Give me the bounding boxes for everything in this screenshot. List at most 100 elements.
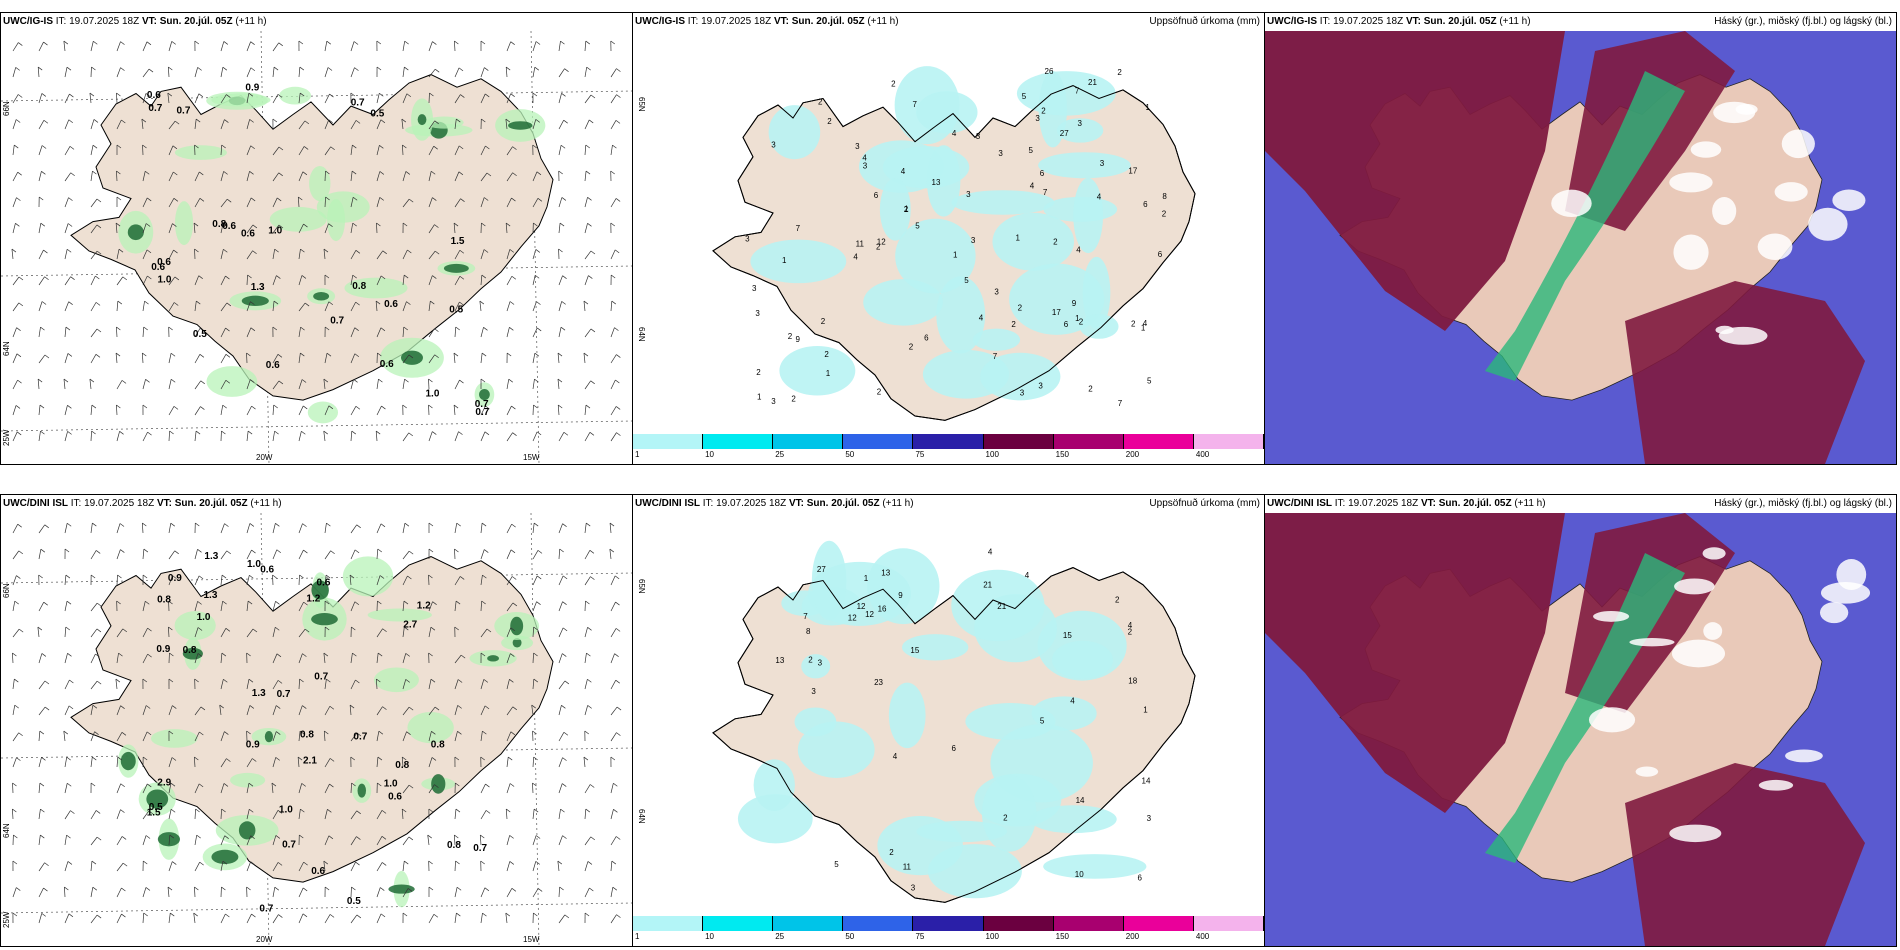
precip-rate-label: 0.5 bbox=[149, 802, 163, 813]
accum-precip-label: 1 bbox=[1145, 103, 1150, 112]
colorbar-tick: 50 bbox=[845, 450, 855, 459]
panel-header: UWC/IG-IS IT: 19.07.2025 18Z VT: Sun. 20… bbox=[1265, 13, 1896, 31]
accum-precip-label: 3 bbox=[998, 149, 1003, 158]
lat-label: 65N bbox=[637, 97, 646, 112]
vt-label: VT: bbox=[788, 498, 804, 509]
valid-time: Sun. 20.júl. 05Z bbox=[1423, 16, 1497, 27]
it-label: IT: bbox=[702, 498, 714, 509]
accum-precip-label: 7 bbox=[1043, 188, 1048, 197]
colorbar-swatch bbox=[633, 434, 704, 449]
accum-precip-label: 2 bbox=[1088, 385, 1093, 394]
lon-label: 15W bbox=[523, 453, 540, 462]
accum-precip-label: 2 bbox=[891, 79, 896, 88]
colorbar-swatch bbox=[1123, 434, 1194, 449]
colorbar-tick: 1 bbox=[635, 450, 640, 459]
accum-precip-label: 4 bbox=[1070, 697, 1075, 706]
accum-precip-label: 1 bbox=[904, 204, 909, 213]
colorbar-tick: 400 bbox=[1195, 932, 1210, 941]
accum-precip-label: 6 bbox=[1143, 200, 1148, 209]
lat-label: 25W bbox=[2, 911, 11, 928]
accum-precip-label: 3 bbox=[911, 884, 916, 893]
vt-label: VT: bbox=[1405, 16, 1421, 27]
accum-precip-label: 1 bbox=[757, 392, 762, 401]
precip-rate-label: 0.7 bbox=[475, 407, 489, 418]
valid-time: Sun. 20.júl. 05Z bbox=[1438, 498, 1512, 509]
precip-rate-label: 0.7 bbox=[314, 671, 328, 682]
colorbar-swatch bbox=[1123, 916, 1194, 931]
accum-precip-label: 4 bbox=[893, 752, 898, 761]
precip-rate-label: 0.6 bbox=[157, 257, 171, 268]
colorbar-tick: 10 bbox=[705, 932, 715, 941]
accum-precip-label: 4 bbox=[952, 129, 957, 138]
precip-rate-label: 1.0 bbox=[279, 805, 293, 816]
vt-label: VT: bbox=[156, 498, 172, 509]
map-precip-rate: 1.2 0.9 0.7 0.7 0.7 2.9 0.7 1.3 1.3 1.0 2.7 2.1 0.7 1… bbox=[1, 513, 632, 946]
accum-precip-label: 3 bbox=[1147, 814, 1152, 823]
precip-rate-label: 2.1 bbox=[303, 756, 317, 767]
accum-precip-label: 14 bbox=[1076, 796, 1085, 805]
accum-precip-label: 26 bbox=[1045, 67, 1054, 76]
colorbar-swatch bbox=[633, 916, 704, 931]
precip-rate-label: 0.7 bbox=[259, 904, 273, 915]
accum-precip-label: 14 bbox=[1142, 777, 1151, 786]
precip-rate-label: 2.7 bbox=[403, 619, 417, 630]
accum-precip-label: 7 bbox=[993, 352, 998, 361]
lead-time: (+11 h) bbox=[867, 16, 899, 27]
colorbar-tick: 25 bbox=[775, 932, 785, 941]
precip-rate-label: 0.8 bbox=[395, 760, 409, 771]
panel-header: UWC/DINI ISL IT: 19.07.2025 18Z VT: Sun.… bbox=[1265, 495, 1896, 513]
map-precip-rate: 0.70.60.90.50.70.60.60.61.01.00.71.50.80… bbox=[1, 31, 632, 464]
accum-precip-label: 13 bbox=[932, 178, 941, 187]
accum-precip-label: 9 bbox=[796, 335, 801, 344]
precip-rate-label: 0.6 bbox=[151, 262, 165, 273]
accum-precip-label: 4 bbox=[1025, 571, 1030, 580]
precip-rate-label: 0.8 bbox=[447, 840, 461, 851]
lat-label: 64N bbox=[2, 823, 11, 838]
precip-rate-label: 0.8 bbox=[431, 740, 445, 751]
panel-header: UWC/IG-IS IT: 19.07.2025 18Z VT: Sun. 20… bbox=[1, 13, 632, 31]
precip-rate-label: 0.8 bbox=[183, 645, 197, 656]
valid-time: Sun. 20.júl. 05Z bbox=[806, 498, 880, 509]
accum-precip-label: 2 bbox=[1162, 210, 1167, 219]
accum-precip-label: 1 bbox=[826, 369, 831, 378]
colorbar-tick: 75 bbox=[915, 932, 925, 941]
precip-rate-label: 0.6 bbox=[384, 299, 398, 310]
model-name: UWC/IG-IS bbox=[3, 16, 53, 27]
accum-precip-label: 21 bbox=[983, 580, 992, 589]
panel-header: UWC/IG-IS IT: 19.07.2025 18Z VT: Sun. 20… bbox=[633, 13, 1264, 31]
lon-label: 20W bbox=[256, 453, 273, 462]
lat-label: 64N bbox=[637, 809, 646, 824]
accum-precip-label: 7 bbox=[1118, 399, 1123, 408]
accum-precip-label: 3 bbox=[755, 309, 760, 318]
precip-rate-label: 0.8 bbox=[157, 595, 171, 606]
accum-precip-label: 27 bbox=[1060, 129, 1069, 138]
accum-precip-label: 6 bbox=[952, 744, 957, 753]
accum-precip-label: 3 bbox=[1038, 382, 1043, 391]
precip-rate-label: 0.5 bbox=[193, 329, 207, 340]
colorbar-tick: 150 bbox=[1055, 450, 1070, 459]
precip-rate-label: 0.7 bbox=[475, 399, 489, 410]
precip-rate-label: 1.0 bbox=[384, 778, 398, 789]
accum-precip-label: 21 bbox=[997, 602, 1006, 611]
lat-label: 65N bbox=[637, 579, 646, 594]
accum-precip-label: 2 bbox=[1053, 238, 1058, 247]
panel-title: Uppsöfnuð úrkoma (mm) bbox=[1149, 498, 1260, 509]
accum-precip-label: 2 bbox=[824, 350, 829, 359]
it-label: IT: bbox=[1334, 498, 1346, 509]
precip-rate-label: 0.6 bbox=[147, 90, 161, 101]
colorbar-swatch bbox=[1053, 434, 1124, 449]
colorbar-swatch bbox=[703, 434, 774, 449]
accum-precip-label: 1 bbox=[1075, 314, 1080, 323]
accum-precip-label: 1 bbox=[1016, 233, 1021, 242]
accum-precip-label: 3 bbox=[771, 397, 776, 406]
accum-precip-label: 4 bbox=[862, 153, 867, 162]
precip-rate-label: 1.0 bbox=[247, 559, 261, 570]
accum-precip-label: 16 bbox=[878, 605, 887, 614]
map-clouds bbox=[1265, 31, 1896, 464]
accum-precip-label: 10 bbox=[1075, 870, 1084, 879]
accum-precip-label: 3 bbox=[1035, 114, 1040, 123]
accum-precip-label: 7 bbox=[913, 100, 918, 109]
init-time: 19.07.2025 18Z bbox=[1348, 498, 1419, 509]
accum-precip-label: 2 bbox=[1011, 320, 1016, 329]
accum-precip-label: 7 bbox=[1075, 87, 1080, 96]
